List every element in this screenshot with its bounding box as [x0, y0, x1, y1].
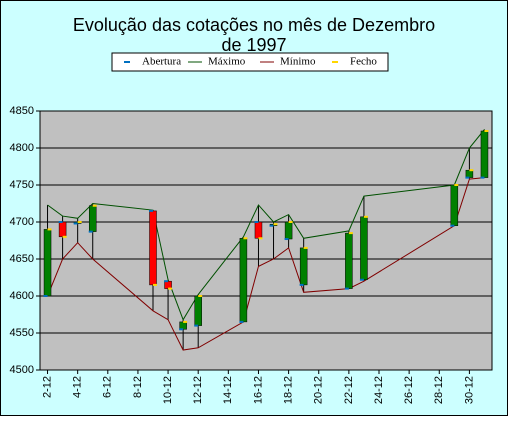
up-bar	[194, 295, 202, 326]
legend	[111, 52, 389, 72]
x-tick-label: 20-12	[313, 376, 325, 404]
up-bar	[179, 321, 187, 330]
x-tick-label: 30-12	[463, 376, 475, 404]
x-tick-label: 12-12	[192, 376, 204, 404]
up-bar	[465, 169, 474, 178]
down-bar	[58, 221, 67, 238]
legend-label: Máximo	[208, 56, 246, 68]
up-bar	[345, 232, 353, 289]
x-tick-label: 8-12	[132, 376, 144, 398]
y-tick-label: 4600	[10, 290, 34, 302]
x-tick-label: 2-12	[41, 376, 53, 398]
x-tick-label: 24-12	[373, 376, 385, 404]
x-tick-label: 22-12	[343, 376, 355, 404]
y-tick-label: 4650	[10, 253, 34, 265]
x-tick-label: 18-12	[283, 376, 295, 404]
up-bar	[480, 130, 489, 178]
down-bar	[164, 280, 172, 289]
legend-label: Fecho	[350, 56, 377, 68]
line-2	[47, 177, 485, 351]
up-bar	[88, 205, 97, 232]
x-tick-label: 10-12	[162, 376, 174, 404]
legend-label: Mínimo	[280, 56, 316, 68]
y-tick-label: 4750	[10, 179, 34, 191]
plot-area	[39, 110, 493, 371]
x-tick-label: 28-12	[433, 376, 445, 404]
x-tick-label: 6-12	[102, 376, 114, 398]
x-tick-label: 26-12	[403, 376, 415, 404]
chart-title: Evolução das cotações no mês de Dezembro…	[73, 15, 435, 55]
y-tick-label: 4700	[10, 216, 34, 228]
x-tick-label: 4-12	[72, 376, 84, 398]
y-tick-label: 4850	[10, 105, 34, 117]
down-bar	[254, 221, 263, 239]
legend-label: Abertura	[142, 56, 181, 68]
y-tick-label: 4550	[10, 327, 34, 339]
up-bar	[239, 238, 248, 323]
up-bar	[284, 221, 293, 240]
up-bar	[43, 229, 52, 297]
y-tick-label: 4500	[10, 364, 34, 376]
up-bar	[360, 216, 368, 280]
up-bar	[299, 247, 308, 286]
down-bar	[149, 210, 157, 286]
x-tick-label: 14-12	[222, 376, 234, 404]
x-tick-label: 16-12	[252, 376, 264, 404]
y-tick-label: 4800	[10, 142, 34, 154]
up-bar	[450, 184, 459, 226]
